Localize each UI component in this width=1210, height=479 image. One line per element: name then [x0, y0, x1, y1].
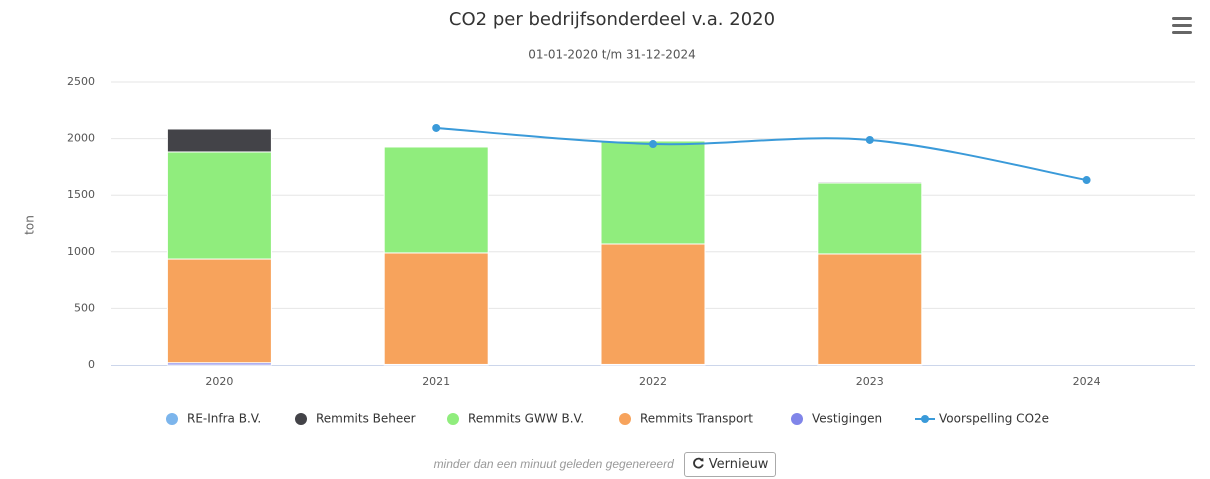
- legend-label: RE-Infra B.V.: [187, 412, 261, 426]
- legend-label: Voorspelling CO2e: [939, 412, 1049, 426]
- legend-label: Remmits GWW B.V.: [468, 412, 584, 426]
- bar-segment: [383, 252, 489, 365]
- bar-segment: [166, 128, 272, 153]
- legend-label: Remmits Transport: [640, 412, 753, 426]
- x-tick-label: 2023: [856, 375, 884, 388]
- y-tick-label: 1000: [67, 245, 95, 258]
- forecast-marker: [649, 140, 657, 149]
- chart-title: CO2 per bedrijfsonderdeel v.a. 2020: [449, 9, 775, 30]
- menu-bar[interactable]: [1172, 17, 1192, 20]
- y-tick-label: 1500: [67, 188, 95, 201]
- legend-item[interactable]: Remmits Beheer: [295, 412, 416, 426]
- x-tick-label: 2022: [639, 375, 667, 388]
- x-tick-label: 2020: [205, 375, 233, 388]
- refresh-icon[interactable]: [692, 457, 705, 469]
- menu-button[interactable]: [1172, 17, 1192, 34]
- bar-segment: [817, 253, 923, 365]
- legend-symbol: [791, 413, 803, 425]
- chart-subtitle: 01-01-2020 t/m 31-12-2024: [528, 48, 696, 62]
- bar-segment: [600, 140, 706, 245]
- y-axis-title: ton: [23, 215, 37, 235]
- legend-symbol: [166, 413, 178, 425]
- x-tick-label: 2021: [422, 375, 450, 388]
- forecast-marker: [865, 135, 874, 144]
- legend-item[interactable]: Voorspelling CO2e: [915, 412, 1049, 426]
- bar-segment: [166, 151, 272, 260]
- bar-segment: [166, 258, 272, 364]
- legend-item[interactable]: Remmits GWW B.V.: [447, 412, 584, 426]
- refresh-button[interactable]: Vernieuw: [683, 452, 777, 477]
- legend-item[interactable]: Vestigingen: [791, 412, 882, 426]
- legend-item[interactable]: RE-Infra B.V.: [166, 412, 261, 426]
- chart: CO2 per bedrijfsonderdeel v.a. 2020 01-0…: [23, 9, 1195, 426]
- forecast-marker: [432, 123, 441, 132]
- forecast-line: [436, 126, 1087, 182]
- bar-segment: [383, 146, 489, 254]
- bar-segment: [817, 182, 923, 255]
- y-tick-label: 2000: [67, 132, 95, 145]
- y-tick-label: 0: [88, 358, 95, 371]
- bar-segment: [600, 243, 706, 365]
- generated-note: minder dan een minuut geleden gegenereer…: [433, 457, 674, 471]
- x-tick-label: 2024: [1073, 375, 1101, 388]
- legend-item[interactable]: Remmits Transport: [619, 412, 753, 426]
- legend-symbol: [447, 413, 459, 425]
- legend-symbol: [619, 413, 631, 425]
- legend-symbol: [921, 415, 929, 423]
- legend-label: Vestigingen: [812, 412, 882, 426]
- bar-segment: [817, 181, 923, 184]
- forecast-marker: [1082, 176, 1091, 185]
- menu-bar[interactable]: [1172, 31, 1192, 34]
- footer: minder dan een minuut geleden gegenereer…: [0, 452, 1210, 477]
- legend-label: Remmits Beheer: [316, 412, 416, 426]
- refresh-label[interactable]: Vernieuw: [708, 457, 769, 472]
- y-tick-label: 500: [74, 301, 95, 314]
- menu-bar[interactable]: [1172, 24, 1192, 27]
- legend-symbol: [295, 413, 307, 425]
- y-tick-label: 2500: [67, 75, 95, 88]
